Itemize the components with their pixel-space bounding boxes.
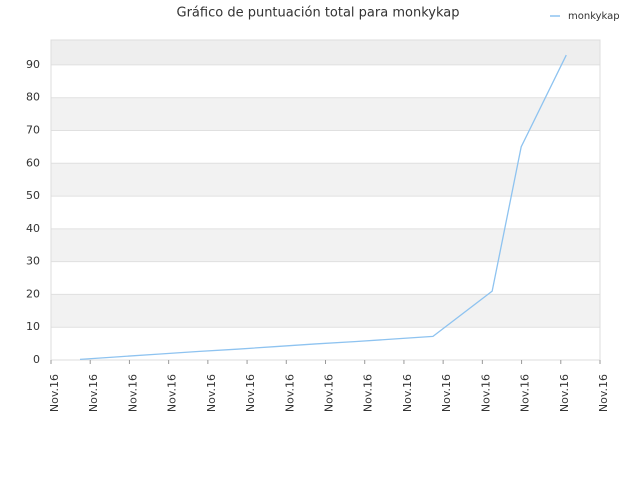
y-tick-label: 80 xyxy=(26,91,40,104)
y-tick-label: 20 xyxy=(26,287,40,300)
x-tick-label: Nov.16 xyxy=(440,374,453,412)
y-tick-label: 70 xyxy=(26,123,40,136)
x-tick-label: Nov.16 xyxy=(126,374,139,412)
x-tick-label: Nov.16 xyxy=(362,374,375,412)
x-tick-label: Nov.16 xyxy=(479,374,492,412)
grid-band xyxy=(51,163,600,197)
chart-title: Gráfico de puntuación total para monkyka… xyxy=(177,6,460,21)
y-tick-label: 60 xyxy=(26,156,40,169)
grid-band xyxy=(51,261,600,295)
x-tick-label: Nov.16 xyxy=(597,374,610,412)
y-tick-label: 40 xyxy=(26,222,40,235)
x-tick-label: Nov.16 xyxy=(401,374,414,412)
legend-label: monkykap xyxy=(568,11,620,22)
y-tick-label: 0 xyxy=(33,353,40,366)
grid-band xyxy=(51,130,600,164)
grid-band xyxy=(51,40,600,65)
x-tick-label: Nov.16 xyxy=(48,374,61,412)
grid-band xyxy=(51,196,600,229)
x-tick-label: Nov.16 xyxy=(283,374,296,412)
x-tick-label: Nov.16 xyxy=(558,374,571,412)
x-tick-label: Nov.16 xyxy=(323,374,336,412)
grid-band xyxy=(51,228,600,262)
grid-band xyxy=(51,64,600,98)
y-tick-label: 10 xyxy=(26,320,40,333)
x-tick-label: Nov.16 xyxy=(87,374,100,412)
x-tick-label: Nov.16 xyxy=(166,374,179,412)
x-tick-label: Nov.16 xyxy=(519,374,532,412)
grid-band xyxy=(51,97,600,131)
x-tick-label: Nov.16 xyxy=(244,374,257,412)
data-line xyxy=(79,54,567,360)
y-tick-label: 90 xyxy=(26,58,40,71)
grid-band xyxy=(51,294,600,328)
x-tick-label: Nov.16 xyxy=(205,374,218,412)
y-tick-label: 50 xyxy=(26,189,40,202)
y-tick-label: 30 xyxy=(26,255,40,268)
